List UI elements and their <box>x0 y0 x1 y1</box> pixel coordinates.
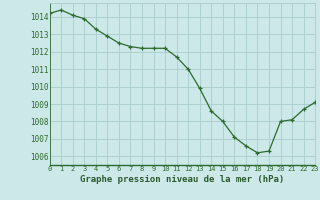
X-axis label: Graphe pression niveau de la mer (hPa): Graphe pression niveau de la mer (hPa) <box>80 175 284 184</box>
